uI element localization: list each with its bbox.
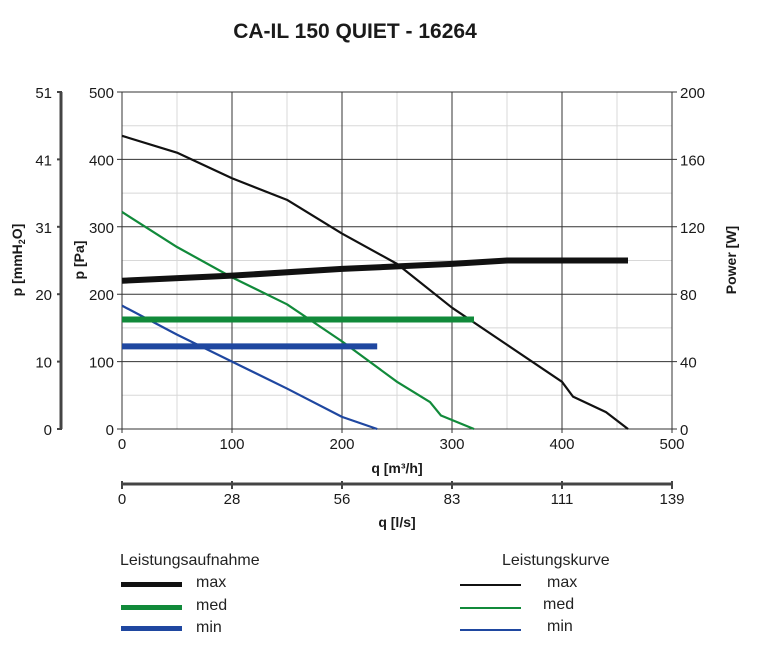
x-tick-label: 400 bbox=[549, 436, 574, 453]
mmh2o-tick-label: 31 bbox=[35, 220, 52, 237]
y-axis-title: p [Pa] bbox=[71, 241, 87, 280]
y-tick-label: 500 bbox=[89, 85, 114, 102]
mmh2o-tick-label: 0 bbox=[44, 422, 52, 439]
legend-label: max bbox=[547, 574, 578, 591]
power-tick-label: 0 bbox=[680, 422, 688, 439]
mmh2o-tick-label: 20 bbox=[35, 287, 52, 304]
legend-swatch-thick-max bbox=[121, 582, 182, 587]
legend-swatch-thick-med bbox=[121, 605, 182, 610]
power-axis-title: Power [W] bbox=[723, 226, 739, 294]
ls-tick-label: 56 bbox=[334, 491, 351, 508]
power-tick-label: 160 bbox=[680, 152, 705, 169]
legend-label: min bbox=[547, 618, 573, 635]
legend-right-title: Leistungskurve bbox=[502, 552, 610, 569]
ls-tick-label: 83 bbox=[444, 491, 461, 508]
power-tick-label: 200 bbox=[680, 85, 705, 102]
power-tick-label: 80 bbox=[680, 287, 697, 304]
power-tick-label: 120 bbox=[680, 220, 705, 237]
x-tick-label: 100 bbox=[219, 436, 244, 453]
ls-tick-label: 28 bbox=[224, 491, 241, 508]
legend-swatch-thin-min bbox=[460, 629, 521, 631]
legend-left-title: Leistungsaufnahme bbox=[120, 552, 260, 569]
x2-axis-title: q [l/s] bbox=[378, 514, 415, 530]
x-tick-label: 300 bbox=[439, 436, 464, 453]
series-leistungsaufnahme-max bbox=[121, 257, 628, 284]
ls-tick-label: 111 bbox=[551, 491, 574, 508]
y-tick-label: 200 bbox=[89, 287, 114, 304]
legend-label: max bbox=[196, 574, 227, 591]
mmh2o-tick-label: 51 bbox=[35, 85, 52, 102]
x-tick-label: 0 bbox=[118, 436, 126, 453]
ls-tick-label: 0 bbox=[118, 491, 126, 508]
y-tick-label: 0 bbox=[106, 422, 114, 439]
y2-axis-title: p [mmH2O] bbox=[9, 224, 27, 297]
legend-label: med bbox=[196, 597, 228, 614]
legend-swatch-thin-med bbox=[460, 607, 521, 609]
mmh2o-tick-label: 41 bbox=[35, 152, 52, 169]
mmh2o-tick-label: 10 bbox=[35, 355, 52, 372]
x-tick-label: 200 bbox=[329, 436, 354, 453]
legend-swatch-thick-min bbox=[121, 626, 182, 631]
chart-title: CA-IL 150 QUIET - 16264 bbox=[233, 20, 477, 43]
x-axis-title: q [m³/h] bbox=[371, 460, 422, 476]
y-tick-label: 300 bbox=[89, 220, 114, 237]
y-tick-label: 100 bbox=[89, 355, 114, 372]
legend-label: med bbox=[543, 596, 575, 613]
series-leistungskurve-min bbox=[121, 304, 378, 431]
legend-swatch-thin-max bbox=[460, 584, 521, 586]
x-tick-label: 500 bbox=[659, 436, 684, 453]
ls-tick-label: 139 bbox=[659, 491, 684, 508]
power-tick-label: 40 bbox=[680, 355, 697, 372]
series-leistungskurve-max bbox=[121, 134, 629, 430]
legend-label: min bbox=[196, 619, 222, 636]
series-leistungskurve-med bbox=[121, 211, 475, 431]
y-tick-label: 400 bbox=[89, 152, 114, 169]
